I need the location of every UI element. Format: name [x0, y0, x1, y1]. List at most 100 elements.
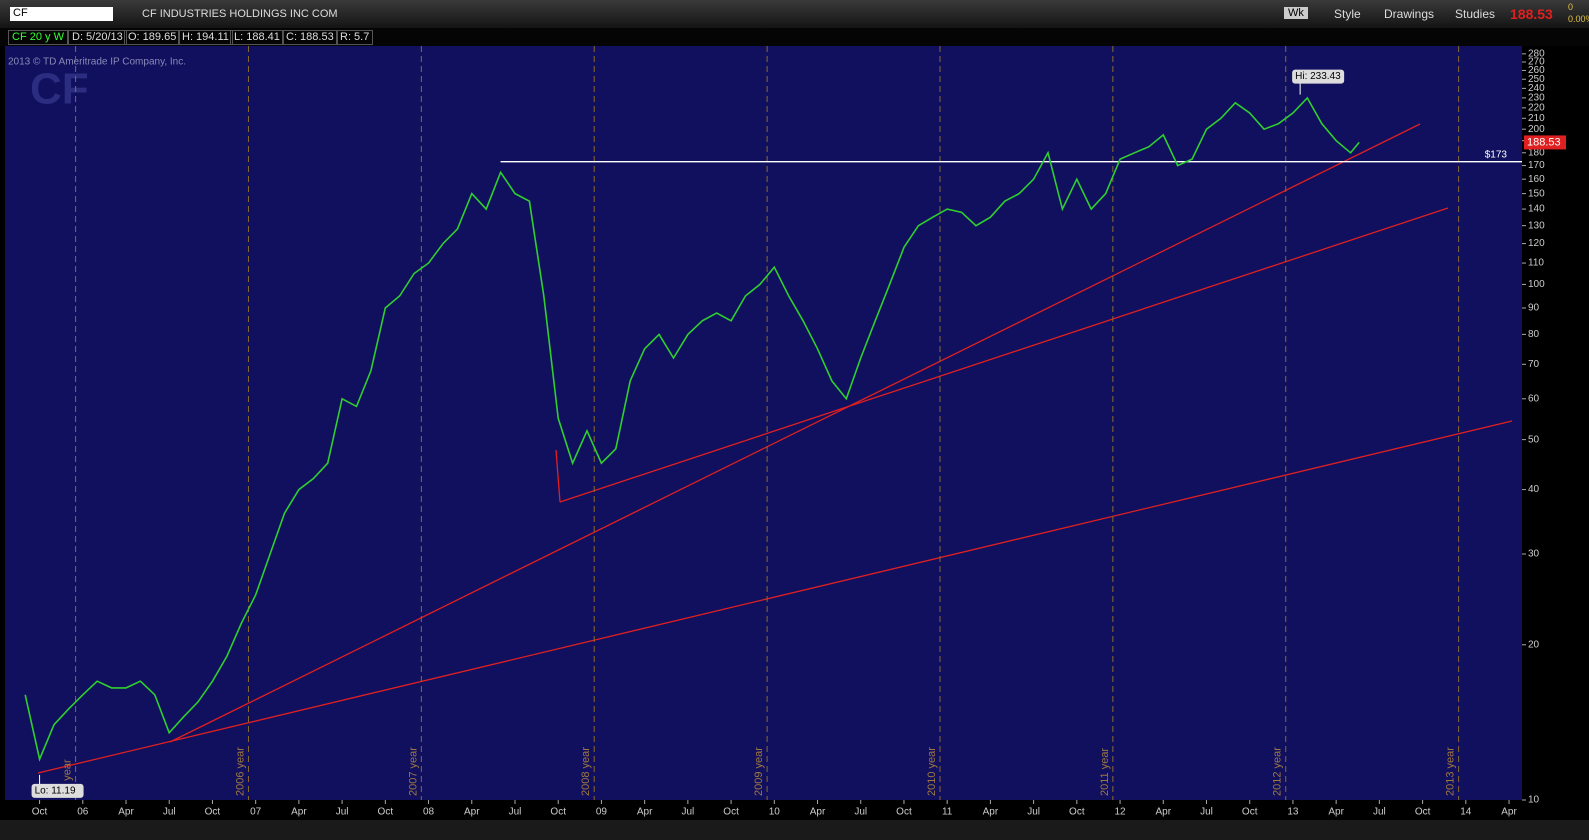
annotation-box — [1292, 69, 1345, 84]
y-tick-label: 220 — [1528, 102, 1545, 113]
status-bar — [0, 820, 1589, 840]
x-tick-label: Jul — [1027, 807, 1040, 818]
x-tick-label: 13 — [1287, 807, 1299, 818]
x-tick-label: Jul — [1200, 807, 1213, 818]
y-tick-label: 80 — [1528, 329, 1540, 340]
annotation-label: Hi: 233.43 — [1295, 71, 1341, 82]
y-tick-label: 240 — [1528, 83, 1545, 94]
x-tick-label: Oct — [1069, 807, 1085, 818]
price-line — [24, 96, 1360, 762]
y-tick-label: 170 — [1528, 160, 1545, 171]
y-tick-label: 120 — [1528, 238, 1545, 249]
y-tick-label: 160 — [1528, 174, 1545, 185]
y-tick-label: 20 — [1528, 639, 1540, 650]
info: C: 188.53 — [282, 30, 338, 45]
year-label: 2013 year — [1445, 747, 1457, 796]
x-tick-label: Oct — [205, 807, 221, 818]
button[interactable]: Studies — [1455, 7, 1496, 21]
x-tick-label: Oct — [896, 807, 912, 818]
y-tick-label: 110 — [1528, 258, 1544, 269]
x-tick-label: Apr — [291, 807, 307, 818]
x-tick-label: Oct — [1415, 807, 1431, 818]
button[interactable]: Wk — [1284, 7, 1308, 19]
year-label: 2010 year — [926, 747, 938, 796]
trendline — [169, 123, 1421, 743]
x-tick-label: Oct — [378, 807, 394, 818]
info-bar: CF 20 y W D: 5/20/13 O: 189.65 H: 194.11… — [0, 28, 1589, 46]
year-label: 2009 year — [753, 747, 765, 796]
x-tick-label: Apr — [637, 807, 653, 818]
x-tick-label: Oct — [723, 807, 739, 818]
y-tick-label: 130 — [1528, 220, 1545, 231]
level-label: $173 — [1485, 149, 1508, 160]
change: 0 — [1568, 2, 1574, 12]
x-tick-label: Jul — [509, 807, 522, 818]
y-tick-label: 10 — [1528, 795, 1540, 806]
button[interactable]: Drawings — [1384, 7, 1435, 21]
year-label: 2011 year — [1099, 748, 1111, 796]
y-tick-label: 280 — [1528, 48, 1545, 59]
plot-area — [5, 46, 1522, 800]
x-tick-label: 08 — [423, 807, 435, 818]
y-tick-label: 230 — [1528, 93, 1545, 104]
x-tick-label: Apr — [810, 807, 826, 818]
info: R: 5.7 — [336, 30, 374, 45]
year-label: 2008 year — [580, 747, 592, 796]
x-tick-label: Jul — [681, 807, 694, 818]
axis-bg — [1522, 46, 1589, 820]
x-tick-label: Apr — [464, 807, 480, 818]
trendlines — [37, 123, 1513, 774]
y-tick-label: 200 — [1528, 124, 1545, 135]
y-tick-label: 210 — [1528, 113, 1545, 124]
info: L: 188.41 — [230, 30, 284, 45]
x-tick-label: Apr — [1501, 807, 1517, 818]
x-tick-label: 12 — [1114, 807, 1126, 818]
y-tick-label: 150 — [1528, 188, 1545, 199]
info: CF 20 y W — [8, 30, 68, 45]
x-tick-label: 11 — [942, 807, 953, 818]
x-tick-label: Apr — [118, 807, 134, 818]
y-tick-label: 30 — [1528, 549, 1540, 560]
change-pct: 0.00% — [1568, 14, 1589, 24]
y-tick-label: 260 — [1528, 65, 1545, 76]
y-tick-label: 270 — [1528, 57, 1545, 68]
toolbar: CF CF INDUSTRIES HOLDINGS INC COM Wk Sty… — [0, 0, 1589, 28]
last-price-label: 188.53 — [1527, 136, 1561, 148]
logo: CF — [30, 65, 89, 114]
x-tick-label: Jul — [163, 807, 176, 818]
trendline — [555, 449, 561, 503]
x-tick-label: Apr — [1328, 807, 1344, 818]
x-tick-label: Jul — [1373, 807, 1386, 818]
y-tick-label: 250 — [1528, 74, 1545, 85]
info: H: 194.11 — [178, 30, 233, 45]
last-price-tag — [1524, 135, 1566, 150]
info: O: 189.65 — [124, 30, 181, 45]
symbol-box[interactable]: CF — [10, 7, 113, 21]
x-tick-label: Jul — [854, 807, 867, 818]
button[interactable]: Style — [1334, 7, 1361, 21]
company-name: CF INDUSTRIES HOLDINGS INC COM — [142, 8, 338, 20]
annotation-box — [31, 783, 84, 798]
x-tick-label: Oct — [1242, 807, 1258, 818]
last-price: 188.53 — [1510, 6, 1553, 22]
x-tick-label: 07 — [250, 807, 262, 818]
y-tick-label: 40 — [1528, 484, 1540, 495]
x-tick-label: Apr — [1155, 807, 1171, 818]
x-tick-label: Oct — [32, 807, 48, 818]
y-tick-label: 90 — [1528, 303, 1540, 314]
y-tick-label: 140 — [1528, 204, 1545, 215]
y-tick-label: 70 — [1528, 359, 1540, 370]
y-tick-label: 100 — [1528, 279, 1545, 290]
trendline — [559, 207, 1449, 503]
annotation-label: Lo: 11.19 — [35, 785, 76, 796]
watermark: 2013 © TD Ameritrade IP Company, Inc. — [8, 57, 186, 68]
x-tick-label: 06 — [77, 807, 89, 818]
x-tick-label: Oct — [550, 807, 566, 818]
y-tick-label: 60 — [1528, 393, 1540, 404]
x-tick-label: 14 — [1460, 807, 1472, 818]
year-label: 2012 year — [1272, 747, 1284, 796]
x-tick-label: 10 — [769, 807, 781, 818]
info: D: 5/20/13 — [68, 30, 127, 45]
